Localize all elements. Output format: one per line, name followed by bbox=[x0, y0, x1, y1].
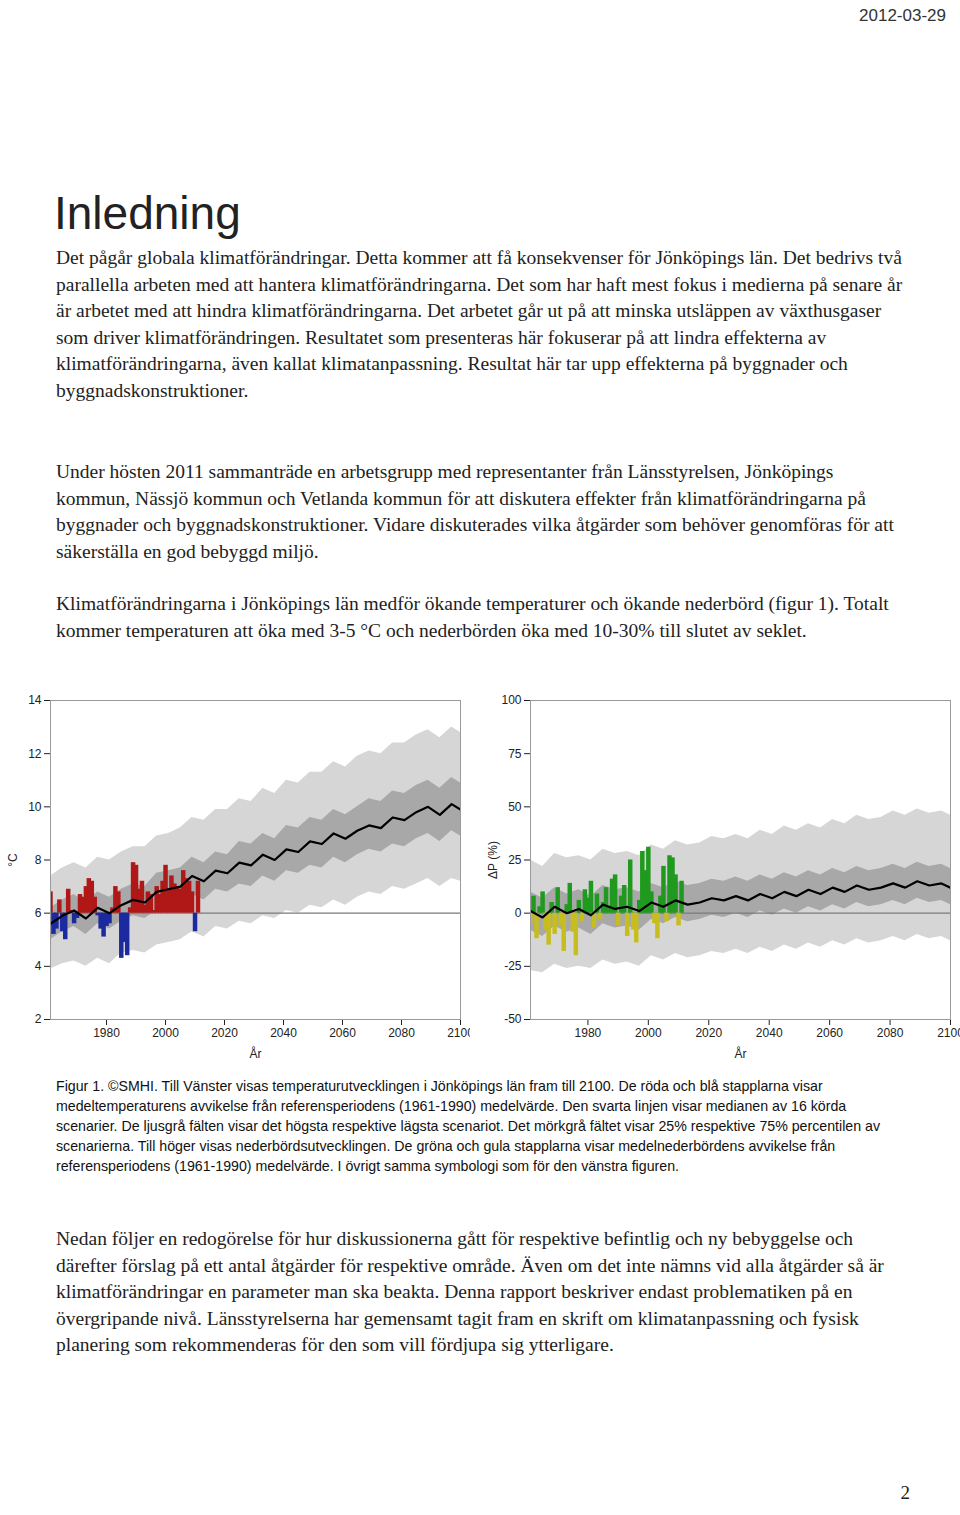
svg-text:25: 25 bbox=[508, 853, 522, 867]
svg-text:2060: 2060 bbox=[816, 1026, 843, 1040]
html-text:Inledning: Inledning bbox=[54, 187, 241, 239]
svg-text:100: 100 bbox=[501, 693, 521, 707]
svg-text:4: 4 bbox=[35, 959, 42, 973]
svg-text:2000: 2000 bbox=[635, 1026, 662, 1040]
svg-text:2100: 2100 bbox=[447, 1026, 470, 1040]
svg-text:2060: 2060 bbox=[329, 1026, 356, 1040]
svg-text:År: År bbox=[250, 1046, 262, 1061]
svg-text:2040: 2040 bbox=[270, 1026, 297, 1040]
svg-text:2: 2 bbox=[35, 1012, 42, 1026]
svg-text:12: 12 bbox=[28, 747, 42, 761]
svg-text:-25: -25 bbox=[504, 959, 522, 973]
svg-text:2100: 2100 bbox=[937, 1026, 960, 1040]
svg-text:2040: 2040 bbox=[756, 1026, 783, 1040]
svg-text:14: 14 bbox=[28, 693, 42, 707]
svg-text:2080: 2080 bbox=[877, 1026, 904, 1040]
html-text:Det pågår globala klimatföränd: Det pågår globala klimatförändringar. De… bbox=[56, 247, 903, 401]
html-text:Under hösten 2011 sammanträde: Under hösten 2011 sammanträde en arbetsg… bbox=[56, 461, 894, 562]
svg-text:8: 8 bbox=[35, 853, 42, 867]
html-text:Klimatförändringarna i Jönköpi: Klimatförändringarna i Jönköpings län me… bbox=[56, 593, 889, 641]
svg-text:10: 10 bbox=[28, 800, 42, 814]
svg-text:2000: 2000 bbox=[152, 1026, 179, 1040]
svg-text:6: 6 bbox=[35, 906, 42, 920]
html-text:2012-03-29: 2012-03-29 bbox=[859, 6, 946, 25]
svg-text:2020: 2020 bbox=[695, 1026, 722, 1040]
svg-text:År: År bbox=[735, 1046, 747, 1061]
svg-text:0: 0 bbox=[515, 906, 522, 920]
svg-text:50: 50 bbox=[508, 800, 522, 814]
html-text:Figur 1. ©SMHI. Till Vänster v: Figur 1. ©SMHI. Till Vänster visas tempe… bbox=[56, 1078, 881, 1174]
html-text:2: 2 bbox=[900, 1482, 910, 1503]
html-text:Nedan följer en redogörelse fö: Nedan följer en redogörelse för hur disk… bbox=[56, 1228, 884, 1356]
svg-text:°C: °C bbox=[6, 853, 20, 867]
svg-text:75: 75 bbox=[508, 747, 522, 761]
svg-text:ΔP (%): ΔP (%) bbox=[486, 841, 500, 879]
svg-text:1980: 1980 bbox=[575, 1026, 602, 1040]
svg-text:2080: 2080 bbox=[388, 1026, 415, 1040]
svg-text:1980: 1980 bbox=[93, 1026, 120, 1040]
svg-text:2020: 2020 bbox=[211, 1026, 238, 1040]
svg-text:-50: -50 bbox=[504, 1012, 522, 1026]
